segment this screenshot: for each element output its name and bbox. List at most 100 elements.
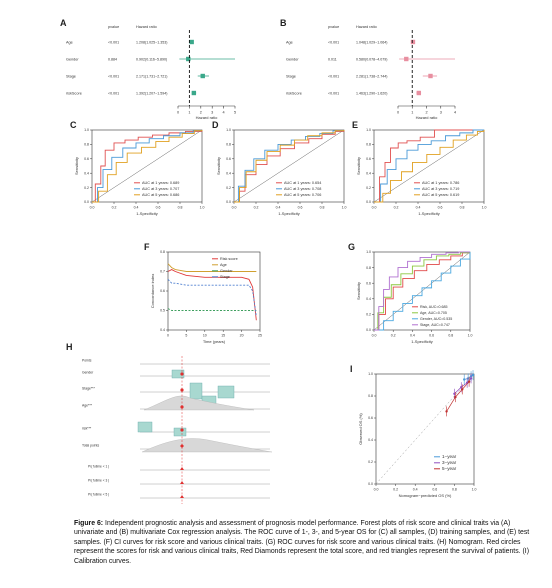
forest-tick-label-b: 3: [440, 111, 442, 115]
forest-tick-label-a: 4: [223, 111, 225, 115]
nomogram-box: [217, 385, 235, 399]
forest-row-name-b: riskScore: [286, 92, 302, 96]
x-tick-label-e: 0.0: [372, 206, 377, 210]
y-tick-label-f: 0.7: [160, 270, 165, 274]
x-tick-label-c: 1.0: [200, 206, 205, 210]
y-tick-label-g: 0.4: [366, 297, 371, 301]
x-axis-label-f: Time (years): [203, 339, 226, 344]
series-line-f: [167, 308, 257, 311]
series-line-g: [374, 251, 470, 331]
y-tick-label-f: 0.5: [160, 309, 165, 313]
y-tick-label-c: 0.8: [84, 143, 89, 147]
forest-estimate-b: [404, 56, 409, 62]
panel-label-f: F: [144, 242, 150, 252]
x-tick-label-f: 5: [185, 334, 187, 338]
nomogram-row-label: Age***: [82, 404, 93, 408]
plot-frame-f: [167, 251, 261, 331]
series-line-c: [92, 130, 203, 203]
x-tick-label-d: 0.6: [298, 206, 303, 210]
y-axis-label-c: Sensitivity: [74, 157, 79, 175]
forest-estimate-a: [189, 39, 194, 45]
y-axis-label-g: Sensitivity: [356, 282, 361, 300]
series-line-i: [446, 381, 470, 412]
x-tick-label-d: 0.2: [254, 206, 259, 210]
y-tick-label-i: 0.4: [368, 438, 373, 442]
x-tick-label-d: 0.4: [276, 206, 281, 210]
x-tick-label-e: 0.2: [394, 206, 399, 210]
x-tick-label-f: 10: [203, 334, 207, 338]
y-axis-label-i: Observed OS (%): [358, 413, 363, 445]
legend-entry-g: Stage, AUC=0.747: [420, 323, 450, 327]
diagonal-e: [373, 129, 485, 203]
y-tick-label-f: 0.4: [160, 328, 165, 332]
y-tick-label-d: 0.4: [226, 171, 231, 175]
series-line-i: [464, 374, 474, 380]
forest-tick-label-a: 5: [234, 111, 236, 115]
legend-entry-i: 5−year: [442, 466, 457, 471]
x-tick-label-d: 0.0: [232, 206, 237, 210]
series-line-c: [92, 130, 203, 203]
legend-entry-g: Risk, AUC=0.685: [420, 305, 447, 309]
series-line-f: [167, 263, 257, 272]
y-tick-label-i: 1.0: [368, 372, 373, 376]
forest-tick-label-b: 2: [425, 111, 427, 115]
forest-row-hr-a: 1.208(1.025~1.353): [136, 41, 167, 45]
forest-estimate-b: [416, 90, 422, 96]
nomogram-point-marker: [180, 428, 184, 432]
forest-row-name-b: Age: [286, 41, 293, 45]
legend-entry-c: AUC at 5 years: 0.686: [142, 193, 179, 197]
forest-row-hr-b: 1.463(1.290~1.620): [356, 92, 387, 96]
x-tick-label-i: 1.0: [472, 488, 477, 492]
series-line-g: [374, 252, 471, 331]
x-tick-label-e: 0.4: [416, 206, 421, 210]
forest-estimate-b: [410, 39, 416, 45]
forest-header-hr-b: Hazard ratio: [356, 25, 377, 29]
legend-entry-e: AUC at 5 years: 0.619: [422, 193, 459, 197]
forest-row-hr-a: 2.171(1.731~2.721): [136, 75, 167, 79]
forest-row-pvalue-a: 0.884: [108, 58, 117, 62]
plot-frame-g: [373, 251, 471, 331]
forest-tick-label-a: 3: [211, 111, 213, 115]
legend-entry-d: AUC at 5 years: 0.706: [284, 193, 321, 197]
y-tick-label-i: 0.2: [368, 460, 373, 464]
nomogram-prob-triangle: [180, 495, 184, 498]
forest-row-pvalue-b: <0.001: [328, 75, 339, 79]
panel-label-a: A: [60, 18, 67, 28]
nomogram-row-label: Gender: [82, 371, 94, 375]
forest-row-pvalue-b: <0.001: [328, 92, 339, 96]
y-tick-label-g: 1.0: [366, 250, 371, 254]
y-tick-label-d: 0.0: [226, 200, 231, 204]
nomogram-prob-label: Pr( futime < 3 ): [88, 479, 109, 483]
series-line-d: [234, 130, 345, 203]
forest-row-name-a: Age: [66, 41, 73, 45]
forest-tick-label-a: 0: [177, 111, 179, 115]
forest-row-pvalue-a: <0.001: [108, 41, 119, 45]
plot-frame-i: [375, 373, 475, 485]
forest-estimate-a: [200, 73, 205, 79]
x-tick-label-c: 0.2: [112, 206, 117, 210]
x-tick-label-e: 0.8: [460, 206, 465, 210]
panel-label-b: B: [280, 18, 287, 28]
caption-label: Figure 6:: [74, 520, 104, 527]
diagonal-c: [91, 129, 203, 203]
plot-frame-e: [373, 129, 485, 203]
y-tick-label-c: 0.6: [84, 157, 89, 161]
x-tick-label-i: 0.2: [393, 488, 398, 492]
nomogram-row-label: Points: [82, 359, 92, 363]
forest-row-name-a: Gender: [66, 58, 79, 62]
forest-tick-label-a: 1: [188, 111, 190, 115]
nomogram-prob-label: Pr( futime < 1 ): [88, 465, 109, 469]
legend-entry-i: 3−year: [442, 460, 457, 465]
legend-entry-c: AUC at 3 years: 0.707: [142, 187, 179, 191]
nomogram-box: [189, 382, 203, 400]
y-tick-label-d: 0.8: [226, 143, 231, 147]
x-tick-label-g: 1.0: [468, 334, 473, 338]
x-tick-label-g: 0.0: [372, 334, 377, 338]
x-axis-label-d: 1-Specificity: [278, 211, 300, 216]
y-axis-label-e: Sensitivity: [356, 157, 361, 175]
forest-tick-label-b: 0: [397, 111, 399, 115]
nomogram-point-marker: [180, 388, 184, 392]
forest-row-name-b: Stage: [286, 75, 296, 79]
series-line-e: [374, 130, 485, 203]
y-tick-label-i: 0.0: [368, 482, 373, 486]
